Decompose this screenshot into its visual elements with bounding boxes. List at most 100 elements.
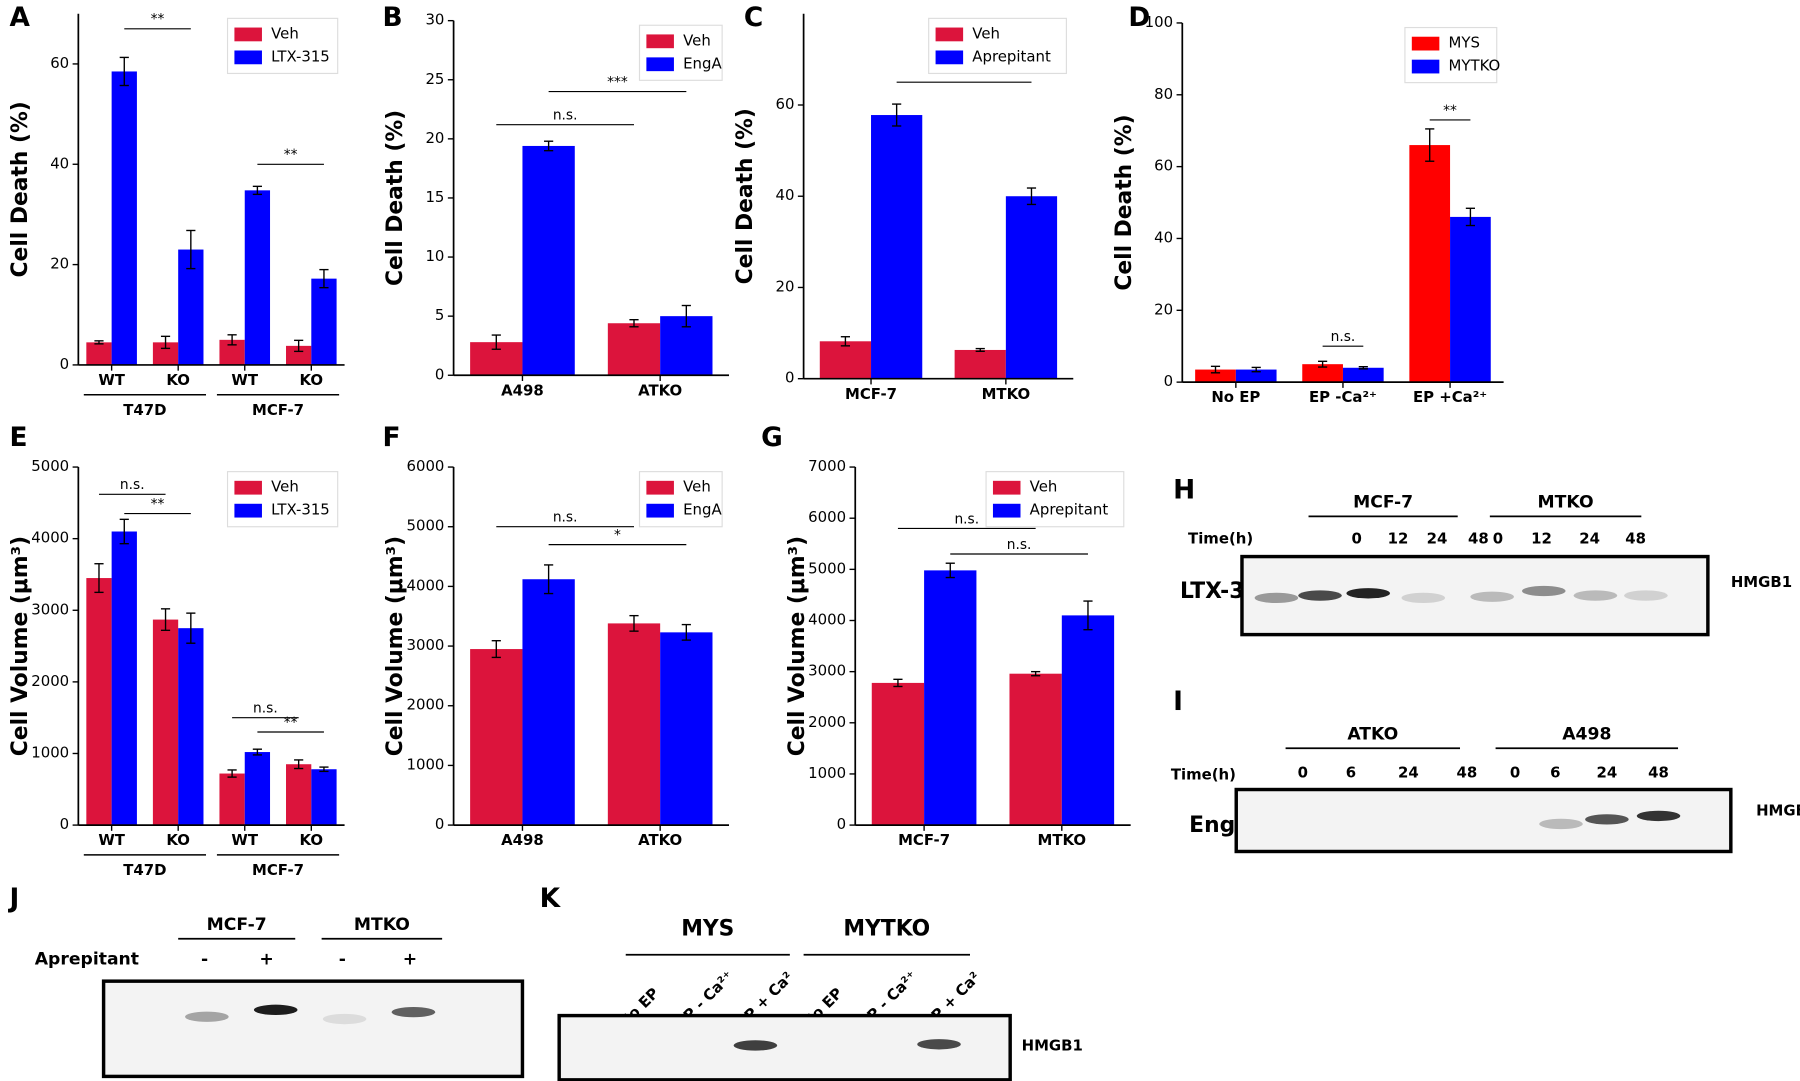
y-axis-label: Cell Volume (μm³) [383,536,408,756]
lane-label: 0 [1493,529,1503,547]
y-tick-label: 0 [435,365,444,383]
error-bar [1083,600,1093,631]
bar [470,649,523,826]
group-label: MTKO [354,915,410,935]
error-bar [160,608,171,632]
error-bar [975,347,985,353]
x-tick-label: ATKO [638,381,682,399]
bar [152,619,179,826]
y-tick-label: 4000 [808,611,846,629]
bar [86,342,112,365]
error-bar [892,103,902,127]
error-bar [1318,360,1328,368]
panel-letter: C [744,3,763,33]
group-label: MYS [681,917,734,942]
group-label: MCF-7 [252,401,304,419]
y-tick-label: 3000 [406,636,444,654]
bar [1235,369,1277,383]
significance-label: n.s. [1007,537,1032,553]
bar [522,579,575,826]
legend-swatch [1411,36,1440,51]
x-tick-label: MTKO [982,385,1031,403]
group-label: MTKO [1538,493,1594,513]
protein-label: HMGB1 [1731,573,1792,591]
lane-label: 24 [1579,529,1600,547]
y-tick-label: 0 [60,355,69,373]
lane-label: 0 [1510,763,1520,781]
error-bar [1465,207,1476,227]
x-tick-label: MCF-7 [845,385,897,403]
bar [522,145,575,376]
y-tick-label: 4000 [31,529,69,547]
error-bar [227,769,237,778]
significance-label: ** [284,715,298,731]
y-tick-label: 6000 [406,457,444,475]
legend: Veh EngA [638,471,723,528]
x-tick-label: EP -Ca²⁺ [1309,388,1377,406]
bar [871,115,923,379]
blot-band [1539,818,1583,830]
error-bar [294,339,304,353]
lane-label: 12 [1531,529,1552,547]
legend-label: Veh [1030,478,1058,496]
error-bar [629,319,639,328]
y-axis-label: Cell Death (%) [1112,114,1137,290]
y-tick-label: 0 [1164,372,1173,390]
bar [924,570,977,826]
blot-band [1346,588,1391,599]
lane-label: + [403,949,417,969]
y-tick-label: 4000 [406,576,444,594]
row-label: Aprepitant [35,949,139,969]
bar [152,342,179,365]
legend: Veh Aprepitant [985,471,1125,528]
error-bar [294,759,304,770]
bar [1450,216,1491,383]
lane-label: 48 [1648,763,1669,781]
y-tick-label: 5000 [808,559,846,577]
error-bar [252,185,262,196]
y-axis-label: Cell Volume (μm³) [8,536,33,756]
legend-label: Veh [683,31,711,49]
legend-label: Aprepitant [1030,501,1109,519]
blot-band [1521,585,1566,597]
error-bar [840,336,850,347]
bar [1061,615,1115,826]
error-bar [160,335,171,350]
y-tick-label: 2000 [406,696,444,714]
y-tick-label: 30 [425,11,444,29]
bar [1302,364,1343,383]
chart-panel: F Cell Volume (μm³) 0 1000 2000 3000 4000 5000 6… [382,423,730,849]
blot-band [1470,591,1514,602]
chart-panel: E Cell Volume (μm³) 0 1000 2000 3000 4000 5000 W… [8,423,345,879]
error-bar [186,612,196,644]
blot-band [1573,590,1618,601]
lane-label: 6 [1346,763,1356,781]
bar [86,578,112,826]
panel-letter: H [1173,476,1195,506]
y-tick-label: 5 [435,306,444,324]
lane-label: 0 [1298,763,1308,781]
legend: Veh LTX-315 [226,471,339,528]
group-label: MCF-7 [1353,493,1413,513]
error-bar [629,614,639,632]
x-tick-label: MCF-7 [898,831,950,849]
bar [286,764,312,826]
legend-swatch [646,57,674,72]
error-bar [1026,187,1037,206]
legend-swatch [646,480,674,495]
y-tick-label: 2000 [31,672,69,690]
panel-letter: G [761,423,783,453]
x-tick-label: MTKO [1038,831,1087,849]
y-tick-label: 100 [1145,13,1173,31]
blot-band [391,1006,436,1018]
y-tick-label: 5000 [406,517,444,535]
bar [1409,145,1451,383]
error-bar [94,563,104,594]
x-tick-label: WT [231,371,258,389]
group-label: A498 [1562,724,1611,744]
